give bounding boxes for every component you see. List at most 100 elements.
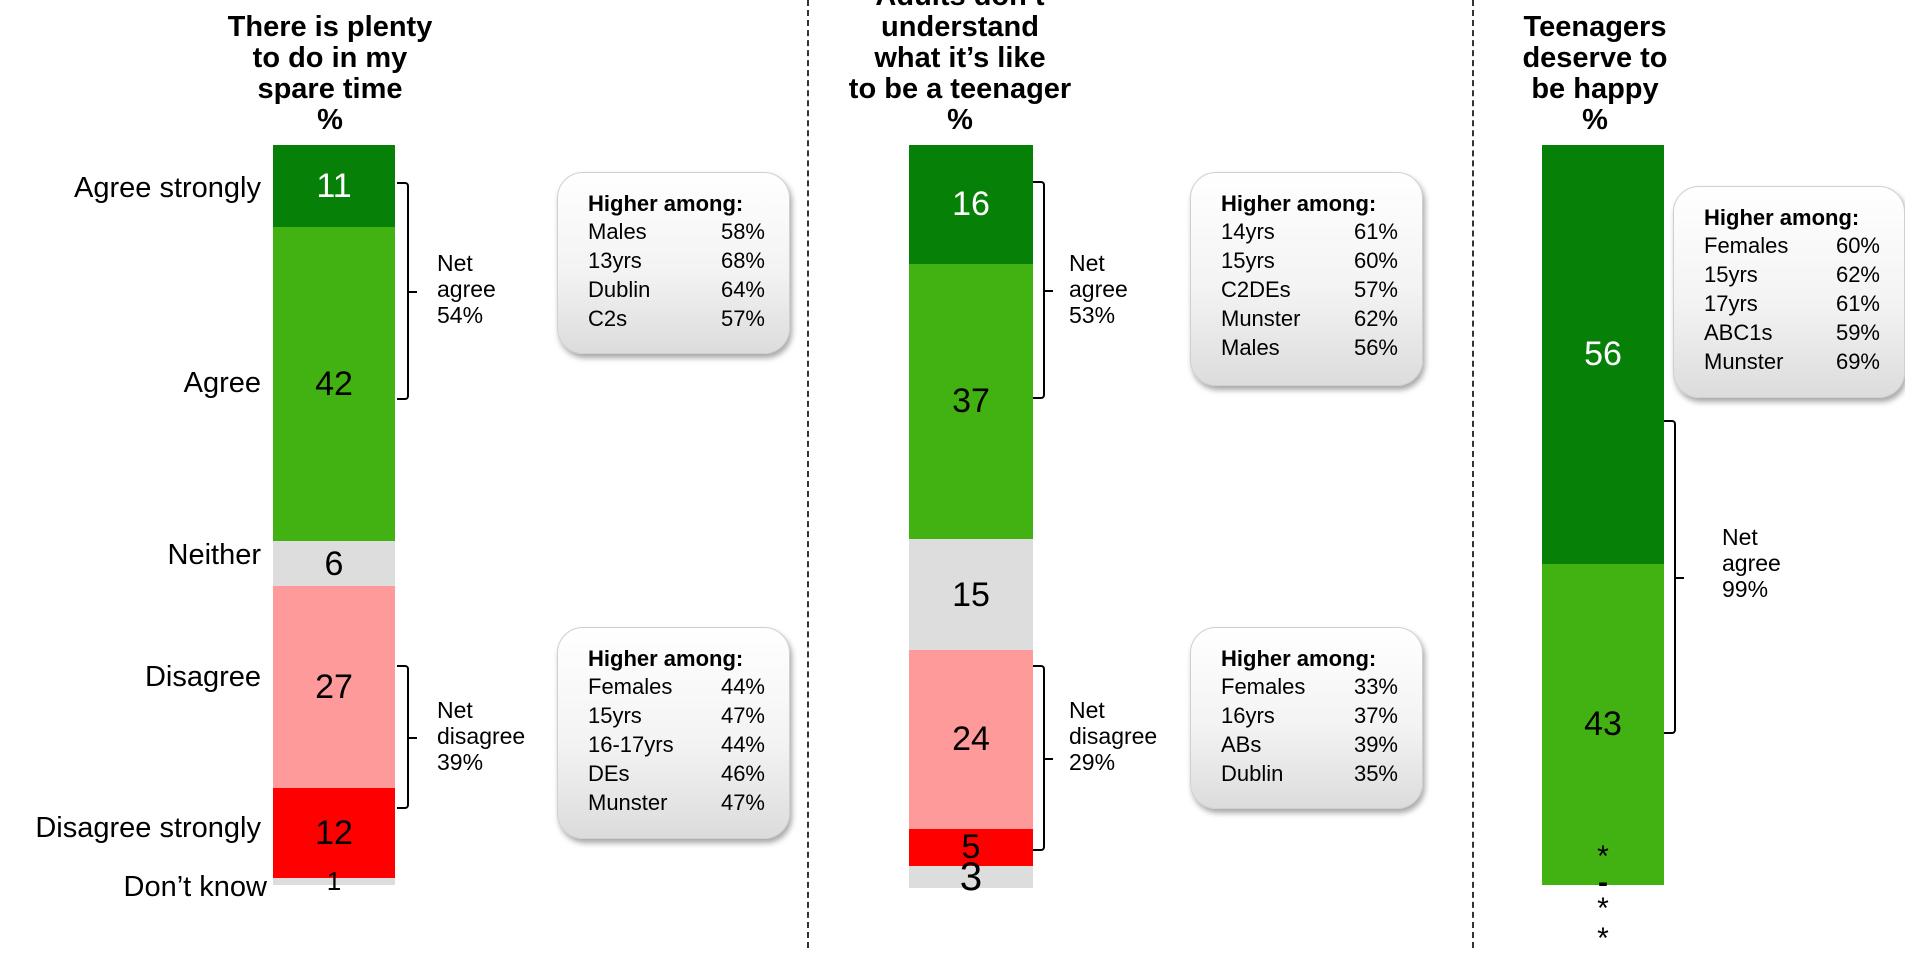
chart-2-net-agree-bracket [1033, 181, 1053, 399]
callout-group: Females [1221, 674, 1306, 699]
chart-2-bar-neither: 15 [909, 538, 1033, 651]
callout-row: 15yrs 60% [1221, 246, 1398, 275]
callout-group: Males [588, 219, 647, 244]
chart-1-net-disagree-label: Net disagree 39% [437, 697, 526, 775]
chart-1-value-disagree: 27 [315, 667, 353, 706]
callout-group: 16-17yrs [588, 732, 674, 757]
callout-percent: 60% [1353, 248, 1398, 273]
chart-1-value-agree-strongly: 11 [316, 167, 352, 206]
panel-divider-2 [1472, 0, 1474, 948]
chart-3-net-agree-label: Net agree 99% [1722, 524, 1781, 602]
chart-3-bar-agree-strongly: 56 [1542, 145, 1664, 564]
row-label-agree-strongly: Agree strongly [74, 172, 261, 204]
callout-row: 17yrs 61% [1704, 289, 1880, 318]
callout-group: Females [1704, 233, 1789, 258]
callout-group: ABs [1221, 732, 1262, 757]
callout-percent: 46% [720, 761, 765, 786]
callout-percent: 47% [720, 790, 765, 815]
chart-1-unit: % [317, 104, 343, 136]
chart-3-unit: % [1582, 104, 1608, 136]
chart-3-bar: 56 43 [1542, 145, 1664, 885]
callout-group: 15yrs [1704, 262, 1758, 287]
callout-group: ABC1s [1704, 320, 1773, 345]
row-label-neither: Neither [167, 539, 262, 571]
callout-percent: 62% [1835, 262, 1880, 287]
callout-group: 17yrs [1704, 291, 1758, 316]
chart-2-bar-dont-know: 3 [909, 856, 1033, 896]
chart-3-small-values: * - * * [1580, 842, 1626, 954]
callout-percent: 44% [720, 674, 765, 699]
callout-row: Dublin 64% [588, 275, 765, 304]
callout-group: DEs [588, 761, 630, 786]
chart-3-net-agree-bracket [1664, 420, 1684, 734]
chart-2-value-dont-know: 3 [959, 853, 983, 899]
chart-2-callout-disagree: Higher among: Females 33% 16yrs 37% ABs 39% Dub… [1190, 627, 1423, 809]
callout-percent: 35% [1353, 761, 1398, 786]
chart-2-bar-agree: 37 [909, 263, 1033, 539]
chart-2-net-disagree-bracket [1033, 665, 1053, 851]
chart-1-value-agree: 42 [315, 365, 353, 404]
chart-2-value-disagree-strongly: 5 [961, 828, 981, 867]
callout-percent: 33% [1353, 674, 1398, 699]
callout-heading: Higher among: [588, 191, 744, 216]
chart-2-net-agree-label: Net agree 53% [1069, 250, 1128, 328]
callout-row: Munster 69% [1704, 347, 1880, 376]
callout-group: Munster [1221, 306, 1301, 331]
callout-row: Munster 62% [1221, 304, 1398, 333]
callout-percent: 44% [720, 732, 765, 757]
callout-row: Males 58% [588, 217, 765, 246]
chart-3-value-agree-strongly: 56 [1584, 335, 1622, 374]
chart-1-value-dont-know: 1 [326, 866, 342, 897]
chart-3-disagree-strongly-value: * [1597, 892, 1609, 925]
callout-percent: 39% [1353, 732, 1398, 757]
callout-percent: 68% [720, 248, 765, 273]
callout-row: ABC1s 59% [1704, 318, 1880, 347]
callout-heading: Higher among: [1221, 646, 1377, 671]
callout-row: 15yrs 62% [1704, 260, 1880, 289]
callout-heading: Higher among: [1221, 191, 1377, 216]
callout-group: C2DEs [1221, 277, 1291, 302]
callout-row: 15yrs 47% [588, 701, 765, 730]
chart-2-value-agree: 37 [952, 382, 990, 421]
chart-1-bar-agree: 42 [273, 227, 395, 542]
callout-group: 16yrs [1221, 703, 1275, 728]
callout-row: Munster 47% [588, 788, 765, 817]
chart-2-value-neither: 15 [952, 575, 990, 614]
chart-1-net-agree-label: Net agree 54% [437, 250, 496, 328]
callout-group: 14yrs [1221, 219, 1275, 244]
chart-2-value-agree-strongly: 16 [952, 185, 990, 224]
chart-1-bar-dont-know: 1 [273, 866, 395, 896]
chart-1-bar: 11 42 6 27 12 1 [273, 145, 395, 896]
callout-row: 16yrs 37% [1221, 701, 1398, 730]
callout-percent: 62% [1353, 306, 1398, 331]
callout-row: C2s 57% [588, 304, 765, 333]
chart-1-callout-disagree: Higher among: Females 44% 15yrs 47% 16-17yrs 4… [557, 627, 790, 839]
callout-group: Dublin [588, 277, 651, 302]
chart-1-bar-disagree-strongly: 12 [273, 787, 395, 878]
callout-percent: 58% [720, 219, 765, 244]
chart-1-title: There is plenty to do in my spare time [227, 11, 433, 105]
callout-percent: 61% [1835, 291, 1880, 316]
chart-2-callout-agree: Higher among: 14yrs 61% 15yrs 60% C2DEs 57% Mun… [1190, 172, 1423, 386]
row-label-disagree: Disagree [144, 661, 261, 693]
panel-divider-1 [807, 0, 809, 948]
chart-1-net-agree-bracket [397, 182, 417, 400]
callout-group: 13yrs [588, 248, 642, 273]
callout-row: 13yrs 68% [588, 246, 765, 275]
callout-percent: 57% [720, 306, 765, 331]
callout-percent: 61% [1353, 219, 1398, 244]
callout-group: Dublin [1221, 761, 1284, 786]
chart-2-value-disagree: 24 [952, 720, 990, 759]
callout-row: 16-17yrs 44% [588, 730, 765, 759]
row-label-disagree-strongly: Disagree strongly [35, 812, 261, 844]
callout-group: 15yrs [1221, 248, 1275, 273]
callout-percent: 69% [1835, 349, 1880, 374]
chart-1-callout-agree: Higher among: Males 58% 13yrs 68% Dublin 64% C2… [557, 172, 790, 354]
chart-1-value-disagree-strongly: 12 [315, 813, 353, 852]
row-label-agree: Agree [183, 367, 261, 399]
chart-3-callout-agree: Higher among: Females 60% 15yrs 62% 17yrs 61% A… [1673, 186, 1905, 398]
chart-1-bar-neither: 6 [273, 541, 395, 586]
callout-row: ABs 39% [1221, 730, 1398, 759]
callout-group: 15yrs [588, 703, 642, 728]
callout-group: Munster [1704, 349, 1784, 374]
